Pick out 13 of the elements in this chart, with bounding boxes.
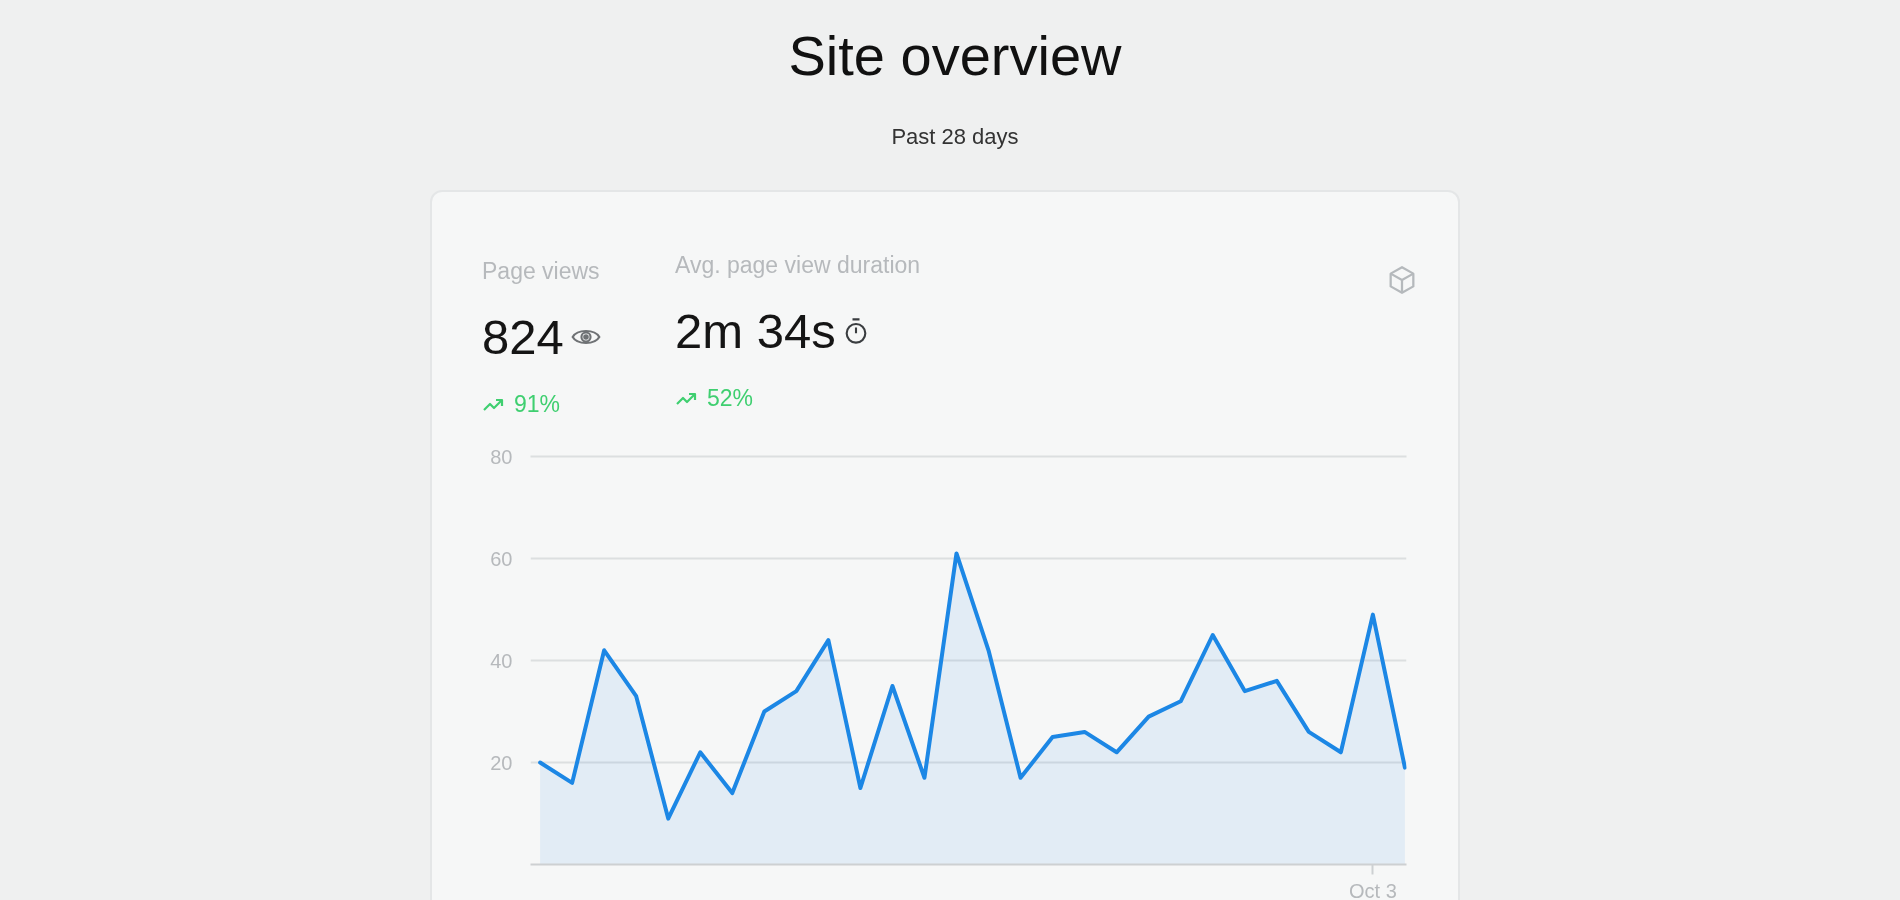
chart-subtitle: Past 28 days bbox=[890, 123, 1020, 151]
y-tick-label: 80 bbox=[490, 445, 513, 468]
chart-title: Site overview bbox=[787, 23, 1123, 89]
text: Page views bbox=[482, 257, 601, 286]
x-tick-label: Oct 3 bbox=[1348, 879, 1397, 900]
text: 91% bbox=[513, 389, 562, 419]
text: 2m 34s bbox=[675, 302, 837, 360]
y-tick-label: 40 bbox=[490, 649, 513, 672]
y-tick-label: 20 bbox=[490, 751, 513, 774]
text: 52% bbox=[706, 383, 755, 413]
text: Avg. page view duration bbox=[675, 251, 921, 280]
text: 824 bbox=[482, 308, 565, 366]
y-tick-label: 60 bbox=[490, 547, 513, 570]
